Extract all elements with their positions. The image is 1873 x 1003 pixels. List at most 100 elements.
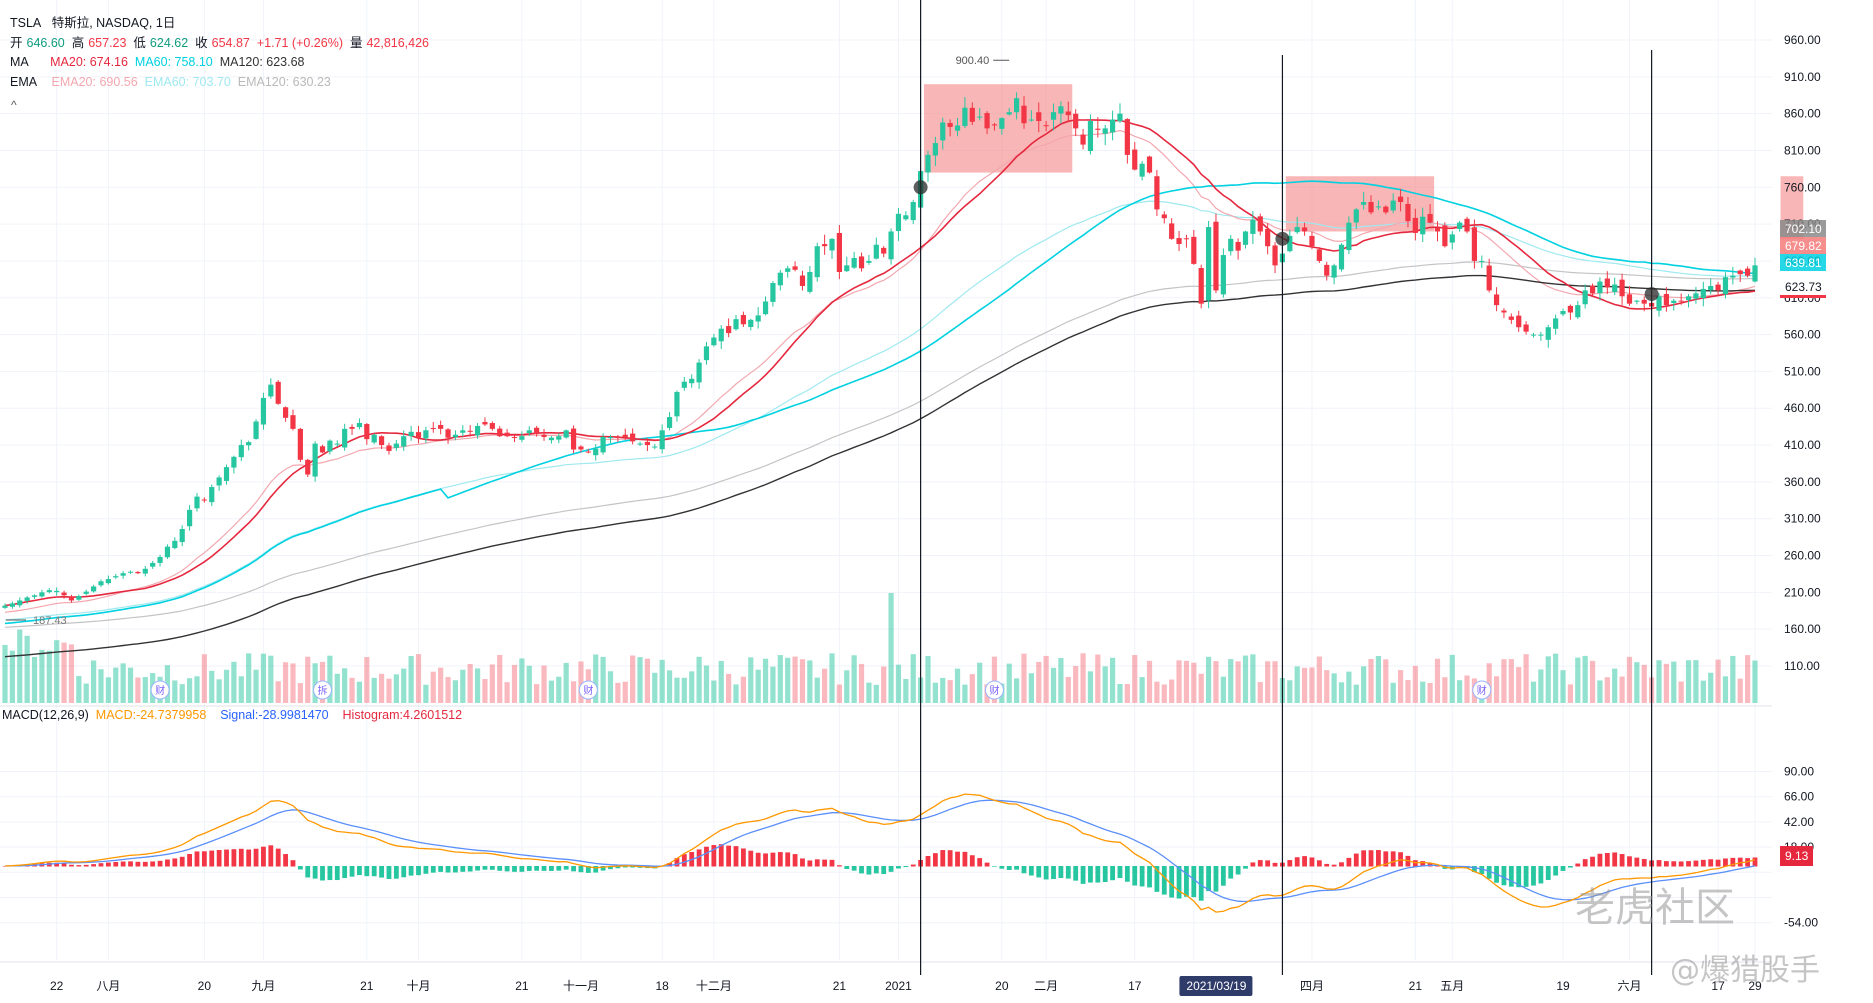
candle-body: [1058, 106, 1064, 114]
candle: [1405, 196, 1411, 228]
candle: [866, 254, 872, 265]
candle-body: [1109, 119, 1116, 133]
candle: [1427, 204, 1433, 224]
candle-body: [644, 441, 651, 446]
volume-bar: [1361, 666, 1367, 703]
volume-bar: [342, 668, 348, 703]
histogram-bar: [135, 861, 141, 867]
volume-bar: [777, 655, 783, 703]
candle-body: [1080, 134, 1086, 145]
histogram-bar: [1324, 863, 1330, 867]
candle: [1287, 229, 1293, 253]
histogram-bar: [1028, 866, 1034, 876]
histogram-bar: [1272, 862, 1278, 867]
candle-body: [1390, 200, 1396, 211]
candle: [1486, 258, 1492, 293]
volume-bar: [135, 677, 141, 703]
histogram-bar: [201, 851, 207, 867]
candle: [1375, 200, 1382, 210]
candle-body: [925, 154, 931, 173]
collapse-legend-button[interactable]: ^: [11, 98, 17, 112]
candle-body: [1146, 156, 1153, 173]
candle: [1538, 331, 1544, 341]
candle-body: [275, 381, 281, 404]
candle-body: [1383, 206, 1389, 213]
histogram-bar: [1752, 857, 1758, 867]
volume-bar: [947, 680, 953, 703]
candle: [482, 417, 488, 427]
volume-bar: [1641, 664, 1647, 703]
histogram-bar: [1243, 866, 1248, 869]
event-icon-label: 财: [1477, 684, 1487, 697]
volume-bars: 财拆财财财: [2, 593, 1758, 703]
volume-bar: [1619, 676, 1625, 703]
candle: [9, 601, 15, 609]
candle-body: [260, 397, 267, 425]
candle: [844, 256, 850, 273]
candle-body: [1442, 225, 1448, 247]
histogram-bar: [320, 866, 325, 881]
candle: [822, 234, 828, 255]
histogram-bar: [467, 866, 473, 872]
candle: [600, 433, 606, 455]
volume-bar: [1434, 658, 1441, 703]
candle-body: [1641, 299, 1647, 304]
histogram-bar: [888, 866, 894, 872]
candle-body: [1693, 293, 1699, 299]
volume-bar: [1545, 656, 1551, 703]
candle: [1693, 286, 1699, 304]
candle: [814, 242, 820, 282]
candle-body: [1331, 265, 1337, 278]
candle-body: [127, 571, 134, 573]
volume-bar: [201, 654, 207, 703]
histogram-bar: [1376, 850, 1381, 867]
candle-body: [105, 579, 111, 584]
candle-body: [2, 605, 8, 608]
time-tick-label: 17: [1711, 979, 1725, 993]
candle-body: [194, 496, 200, 509]
candle-body: [1700, 288, 1706, 298]
circle-marker: [1275, 231, 1290, 246]
candle-body: [1730, 275, 1736, 278]
chart-legend: TSLA 特斯拉, NASDAQ, 1日 开 646.60 高 657.23 低 62…: [10, 14, 429, 92]
price-axis[interactable]: 960.00910.00860.00810.00760.00710.00660.…: [1780, 33, 1826, 930]
candle-body: [1198, 267, 1204, 304]
volume-bar: [1715, 659, 1721, 703]
volume-bar: [1730, 655, 1736, 703]
volume-bar: [1346, 671, 1352, 703]
macd-title[interactable]: MACD(12,26,9): [2, 708, 89, 722]
price-tick-label: 410.00: [1784, 438, 1821, 452]
volume-bar: [1169, 679, 1175, 703]
candle: [1412, 208, 1418, 241]
histogram-bar: [216, 850, 222, 867]
candle: [570, 425, 577, 454]
candle-body: [1043, 125, 1049, 127]
volume-bar: [356, 681, 363, 703]
time-axis[interactable]: 22八月20九月21十月21十一月18十二月21202120二月17三月四月21…: [50, 976, 1762, 996]
candle: [556, 433, 562, 444]
candle: [1191, 229, 1197, 265]
histogram-bar: [1693, 860, 1699, 867]
volume-bar: [696, 656, 702, 703]
candle: [1095, 117, 1101, 138]
candle-body: [1538, 334, 1544, 336]
candle: [231, 455, 237, 474]
ma-row[interactable]: MA MA20: 674.16 MA60: 758.10 MA120: 623.…: [10, 53, 429, 73]
candle-body: [1087, 121, 1094, 151]
candle: [1575, 301, 1581, 319]
candle: [1678, 293, 1684, 305]
ticker-label[interactable]: TSLA: [10, 16, 42, 30]
candle: [1213, 213, 1219, 294]
volume-bar: [1383, 659, 1389, 703]
candle-body: [1501, 310, 1507, 313]
volume-bar: [593, 654, 599, 703]
candle: [1353, 207, 1359, 230]
volume-bar: [268, 655, 274, 703]
candle-body: [785, 268, 791, 272]
histogram-bar: [1737, 857, 1743, 867]
ema-row[interactable]: EMA EMA20: 690.56 EMA60: 703.70 EMA120: …: [10, 73, 429, 93]
candle-body: [1006, 112, 1012, 115]
candle: [135, 570, 141, 575]
histogram-bar: [1516, 866, 1522, 888]
